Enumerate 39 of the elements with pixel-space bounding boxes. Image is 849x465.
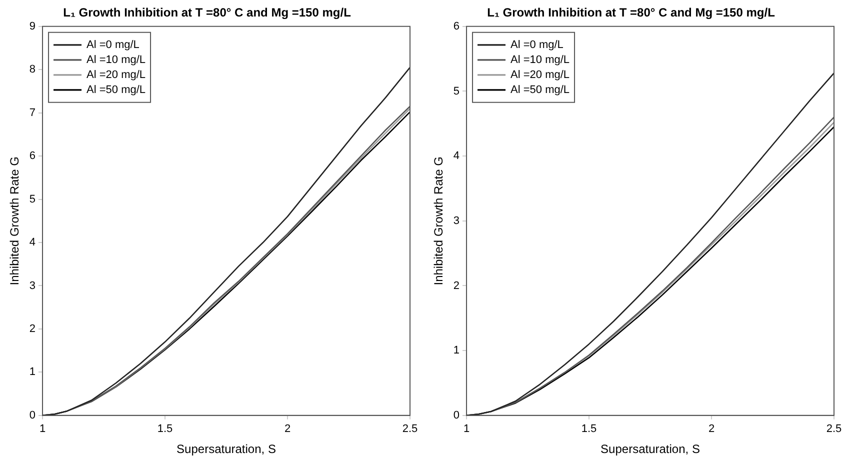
x-tick-label: 1	[463, 423, 470, 436]
y-tick-label: 9	[29, 20, 36, 32]
legend-label: Al =20 mg/L	[86, 68, 146, 81]
y-tick-label: 4	[29, 236, 36, 249]
y-tick-label: 5	[29, 193, 36, 206]
legend-label: Al =10 mg/L	[510, 54, 570, 66]
x-tick-label: 1.5	[581, 423, 597, 436]
legend-label: Al =50 mg/L	[86, 84, 146, 96]
y-tick-label: 0	[29, 409, 36, 422]
chart-title: L₁ Growth Inhibition at T =80° C and Mg =150 mg/L	[487, 6, 775, 20]
x-tick-label: 1.5	[157, 423, 173, 436]
x-axis-title: Supersaturation, S	[600, 442, 700, 456]
x-tick-label: 2	[708, 423, 715, 436]
y-tick-label: 5	[453, 85, 460, 98]
y-tick-label: 2	[29, 322, 36, 335]
legend-label: Al =10 mg/L	[86, 54, 146, 66]
legend-label: Al =0 mg/L	[86, 38, 140, 51]
legend-label: Al =20 mg/L	[510, 68, 570, 81]
legend-label: Al =0 mg/L	[510, 38, 564, 51]
y-tick-label: 3	[453, 214, 460, 227]
y-axis-title: Inhibited Growth Rate G	[8, 156, 22, 286]
y-tick-label: 1	[453, 344, 460, 357]
y-tick-label: 6	[453, 20, 460, 32]
legend-label: Al =50 mg/L	[510, 84, 570, 96]
y-tick-label: 0	[453, 409, 460, 422]
y-tick-label: 7	[29, 106, 36, 119]
x-tick-label: 1	[39, 423, 46, 436]
y-tick-label: 3	[29, 280, 36, 292]
x-tick-label: 2.5	[402, 423, 418, 436]
x-tick-label: 2	[284, 423, 291, 436]
y-axis-title: Inhibited Growth Rate G	[432, 156, 446, 286]
y-tick-label: 8	[29, 64, 36, 76]
chart-title: L₁ Growth Inhibition at T =80° C and Mg =150 mg/L	[63, 6, 351, 20]
y-tick-label: 4	[453, 150, 460, 162]
x-axis-title: Supersaturation, S	[176, 442, 276, 456]
y-tick-label: 2	[453, 280, 460, 292]
y-tick-label: 6	[29, 150, 36, 162]
y-tick-label: 1	[29, 366, 36, 378]
x-tick-label: 2.5	[826, 423, 842, 436]
